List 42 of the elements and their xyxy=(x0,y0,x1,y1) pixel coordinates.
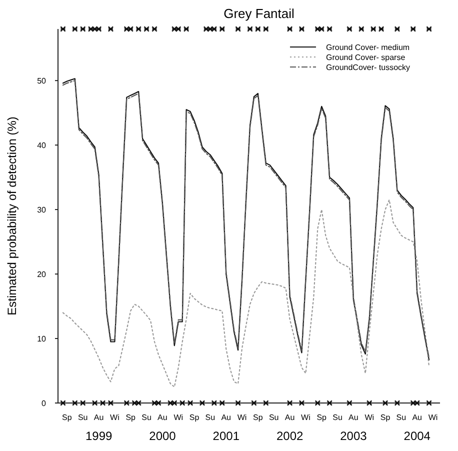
legend-label: GroundCover- tussocky xyxy=(326,62,410,72)
x-tick-label: Wi xyxy=(301,413,311,422)
chart-title: Grey Fantail xyxy=(224,6,295,21)
y-axis-title: Estimated probability of detection (%) xyxy=(5,116,19,316)
x-tick-label: Su xyxy=(268,413,279,422)
x-tick-label: Au xyxy=(412,413,422,422)
text: 2002 xyxy=(276,429,304,443)
text: 2001 xyxy=(212,429,240,443)
x-tick-label: Wi xyxy=(428,413,438,422)
x-tick-label: Wi xyxy=(364,413,374,422)
x-tick-label: Su xyxy=(78,413,88,422)
x-tick-label: Su xyxy=(205,413,216,422)
x-tick-label: Su xyxy=(396,413,406,422)
x-tick-label: Su xyxy=(142,413,152,422)
x-tick-label: Wi xyxy=(110,413,120,422)
x-tick-label: Sp xyxy=(62,413,72,422)
x-tick-label: Au xyxy=(158,413,168,422)
x-tick-label: Sp xyxy=(126,413,136,422)
y-tick-label: 50 xyxy=(37,76,47,86)
y-tick-label: 10 xyxy=(37,334,47,344)
y-tick-label: 30 xyxy=(37,205,47,214)
y-tick-label: 40 xyxy=(37,140,47,150)
text: 2003 xyxy=(340,429,368,443)
text: 2004 xyxy=(404,429,431,443)
y-tick-label: 20 xyxy=(37,270,47,279)
x-tick-label: Wi xyxy=(237,413,247,422)
x-tick-label: Sp xyxy=(253,413,264,422)
x-tick-label: Sp xyxy=(316,413,328,422)
x-tick-label: Au xyxy=(348,413,358,422)
x-tick-label: Sp xyxy=(380,413,391,422)
x-tick-label: Au xyxy=(221,413,232,422)
legend-label: Ground Cover- sparse xyxy=(326,52,406,62)
text: 1999 xyxy=(85,429,112,443)
line-series xyxy=(62,199,430,388)
y-tick-label: 0 xyxy=(42,398,47,408)
x-tick-label: Au xyxy=(284,413,295,422)
x-tick-label: Au xyxy=(94,413,104,422)
legend-label: Ground Cover- medium xyxy=(326,42,410,52)
x-tick-label: Su xyxy=(332,413,342,422)
x-tick-label: Wi xyxy=(174,413,184,422)
x-tick-label: Sp xyxy=(189,413,200,422)
text: 2000 xyxy=(149,429,176,443)
